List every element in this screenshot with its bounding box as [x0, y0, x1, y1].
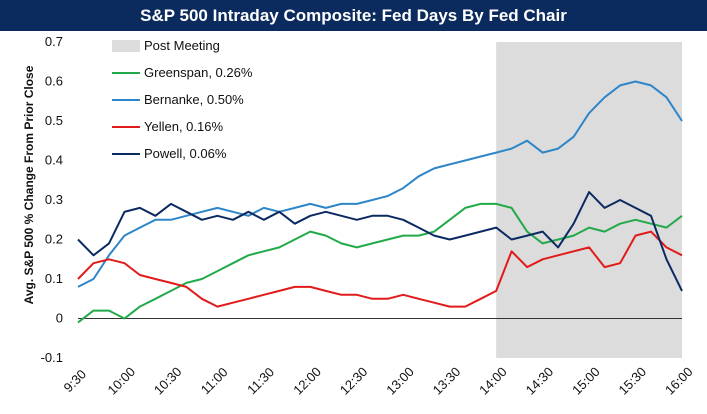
x-tick-label: 13:00 — [383, 364, 417, 398]
y-tick-label: -0.1 — [41, 350, 63, 365]
y-tick-label: 0.3 — [45, 192, 63, 207]
y-tick-label: 0.1 — [45, 271, 63, 286]
x-tick-label: 12:30 — [337, 364, 371, 398]
series-line-yellen — [77, 230, 683, 308]
legend-label: Greenspan, 0.26% — [144, 65, 253, 80]
chart-title: S&P 500 Intraday Composite: Fed Days By … — [0, 0, 707, 31]
y-tick-label: 0.6 — [45, 74, 63, 89]
series-line-greenspan — [77, 202, 683, 324]
series-line-powell — [77, 191, 683, 292]
legend-swatch-post-meeting — [112, 40, 140, 52]
y-tick-label: 0 — [56, 311, 63, 326]
y-tick-label: 0.4 — [45, 153, 63, 168]
y-tick-label: 0.5 — [45, 113, 63, 128]
x-tick-label: 11:00 — [198, 364, 231, 397]
x-tick-label: 12:00 — [290, 364, 324, 398]
x-tick-label: 14:30 — [523, 364, 557, 398]
y-tick-label: 0.2 — [45, 232, 63, 247]
x-tick-label: 13:30 — [430, 364, 464, 398]
series-line-bernanke — [77, 80, 683, 288]
post-meeting-shade — [496, 42, 682, 358]
x-tick-label: 10:00 — [104, 364, 138, 398]
legend-label: Powell, 0.06% — [144, 146, 227, 161]
x-tick-label: 15:00 — [569, 364, 603, 398]
x-tick-label: 14:00 — [476, 364, 510, 398]
y-tick-label: 0.7 — [45, 34, 63, 49]
y-axis-label: Avg. S&P 500 % Change From Prior Close — [22, 65, 36, 304]
x-tick-label: 16:00 — [662, 364, 696, 398]
legend-label: Bernanke, 0.50% — [144, 92, 244, 107]
x-tick-label: 9:30 — [61, 367, 90, 396]
x-tick-label: 15:30 — [616, 364, 650, 398]
legend-label: Yellen, 0.16% — [144, 119, 223, 134]
x-tick-label: 10:30 — [151, 364, 185, 398]
x-tick-label: 11:30 — [244, 364, 277, 397]
legend-label-post-meeting: Post Meeting — [144, 38, 220, 53]
